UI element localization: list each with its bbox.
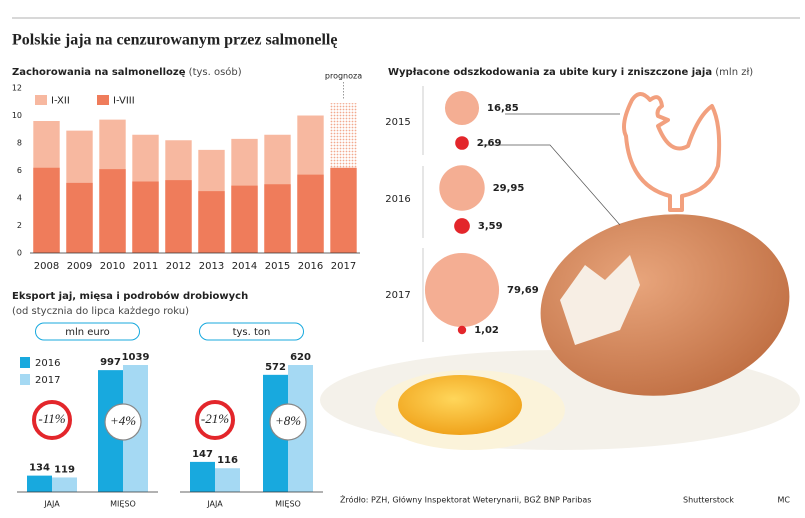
y-tick-label: 10 bbox=[12, 111, 22, 120]
y-tick-label: 8 bbox=[17, 139, 22, 148]
bar bbox=[99, 169, 126, 253]
change-label: +8% bbox=[275, 413, 301, 428]
value-label: 1039 bbox=[122, 352, 150, 363]
x-tick-label: JAJA bbox=[206, 500, 223, 509]
x-tick-label: JAJA bbox=[43, 500, 60, 509]
value-label: 29,95 bbox=[493, 183, 525, 194]
bar bbox=[297, 174, 324, 253]
bar bbox=[66, 182, 93, 253]
source: Źródło: PZH, Główny Inspektorat Weteryna… bbox=[340, 494, 591, 505]
chart-title: Zachorowania na salmonellozę (tys. osób) bbox=[12, 66, 242, 78]
value-label: 572 bbox=[265, 362, 286, 373]
bubble bbox=[439, 165, 485, 211]
x-tick-label: 2012 bbox=[166, 261, 191, 272]
x-tick-label: 2010 bbox=[100, 261, 125, 272]
bar bbox=[52, 477, 77, 492]
change-badge bbox=[32, 400, 72, 440]
legend-label: 2017 bbox=[35, 375, 60, 386]
title-text: Zachorowania na salmonellozę bbox=[12, 67, 186, 78]
y-tick-label: 12 bbox=[12, 84, 22, 93]
egg-photo bbox=[320, 214, 800, 450]
chart-subtitle: (od stycznia do lipca każdego roku) bbox=[12, 306, 189, 317]
bubble bbox=[454, 218, 470, 234]
bar bbox=[330, 167, 357, 253]
bar bbox=[190, 461, 215, 492]
value-label: 119 bbox=[54, 464, 75, 475]
value-label: 620 bbox=[290, 352, 311, 363]
legend-swatch bbox=[35, 95, 47, 105]
legend-label: I-VIII bbox=[113, 96, 135, 107]
unit-text: (mln zł) bbox=[715, 67, 753, 78]
bubble bbox=[455, 136, 469, 150]
x-tick-label: 2009 bbox=[67, 261, 92, 272]
page-title: Polskie jaja na cenzurowanym przez salmo… bbox=[12, 32, 337, 49]
value-label: 134 bbox=[29, 463, 50, 474]
x-tick-label: 2016 bbox=[298, 261, 323, 272]
chart-title: Wypłacone odszkodowania za ubite kury i … bbox=[388, 67, 753, 78]
bar bbox=[27, 475, 52, 492]
x-tick-label: 2013 bbox=[199, 261, 224, 272]
x-tick-label: 2011 bbox=[133, 261, 158, 272]
x-tick-label: MIĘSO bbox=[110, 500, 136, 509]
legend-label: I-XII bbox=[51, 96, 70, 107]
unit-text: (tys. osób) bbox=[189, 66, 242, 78]
y-tick-label: 0 bbox=[17, 249, 22, 258]
value-label: 3,59 bbox=[478, 221, 503, 232]
unit-pill bbox=[35, 322, 140, 341]
bubble bbox=[444, 90, 480, 126]
category-label: 2016 bbox=[385, 194, 410, 205]
bar bbox=[132, 181, 159, 253]
x-tick-label: 2015 bbox=[265, 261, 290, 272]
title-text: Wypłacone odszkodowania za ubite kury i … bbox=[388, 67, 712, 78]
bar bbox=[165, 180, 192, 253]
value-label: 147 bbox=[192, 449, 213, 460]
bar bbox=[231, 185, 258, 253]
leader-line bbox=[480, 144, 621, 226]
value-label: 116 bbox=[217, 455, 238, 466]
bar bbox=[215, 468, 240, 492]
chart-title: Eksport jaj, mięsa i podrobów drobiowych bbox=[12, 290, 248, 302]
value-label: 16,85 bbox=[487, 103, 519, 114]
y-tick-label: 2 bbox=[17, 221, 22, 230]
author: MC bbox=[778, 496, 791, 505]
x-tick-label: MIĘSO bbox=[275, 500, 301, 509]
bar bbox=[33, 167, 60, 253]
x-tick-label: 2017 bbox=[331, 261, 356, 272]
unit-pill bbox=[199, 322, 304, 341]
change-badge bbox=[195, 400, 235, 440]
legend-label: 2016 bbox=[35, 358, 60, 369]
bubble bbox=[424, 252, 500, 328]
category-label: 2015 bbox=[385, 117, 410, 128]
change-badge bbox=[104, 403, 142, 441]
value-label: 2,69 bbox=[477, 138, 502, 149]
y-tick-label: 6 bbox=[17, 166, 22, 175]
hen-icon bbox=[622, 92, 722, 212]
legend-swatch bbox=[20, 374, 30, 385]
change-label: -21% bbox=[201, 411, 229, 426]
x-tick-label: 2008 bbox=[34, 261, 59, 272]
bubble bbox=[457, 325, 467, 335]
change-label: -11% bbox=[38, 411, 65, 426]
legend-swatch bbox=[20, 357, 30, 368]
change-label: +4% bbox=[110, 413, 136, 428]
value-label: 79,69 bbox=[507, 285, 539, 296]
category-label: 2017 bbox=[385, 290, 410, 301]
change-badge bbox=[269, 403, 307, 441]
bar bbox=[264, 184, 291, 253]
y-tick-label: 4 bbox=[17, 194, 22, 203]
value-label: 997 bbox=[100, 357, 121, 368]
x-tick-label: 2014 bbox=[232, 261, 257, 272]
unit-label: tys. ton bbox=[233, 327, 271, 338]
annotation: prognoza bbox=[325, 72, 362, 81]
unit-label: mln euro bbox=[65, 327, 110, 338]
legend-swatch bbox=[97, 95, 109, 105]
value-label: 1,02 bbox=[474, 325, 499, 336]
bar bbox=[198, 191, 225, 253]
photo-credit: Shutterstock bbox=[683, 496, 734, 505]
